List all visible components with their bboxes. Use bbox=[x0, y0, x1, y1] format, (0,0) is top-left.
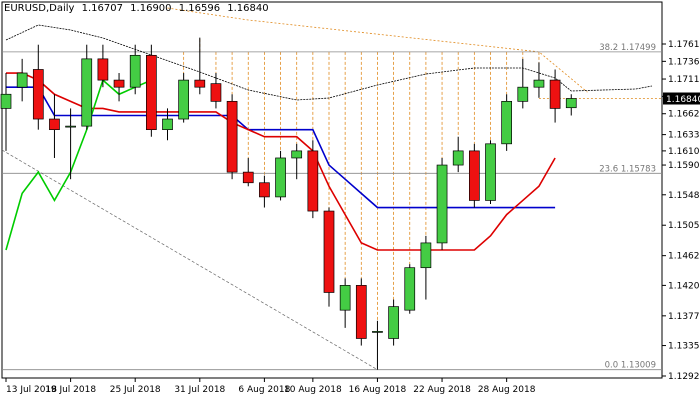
y-tick-label: 1.16625 bbox=[668, 110, 700, 120]
candle-body bbox=[178, 79, 189, 120]
candle-body bbox=[485, 143, 496, 201]
candle-body bbox=[339, 285, 351, 311]
candle-body bbox=[420, 242, 432, 269]
symbol-name: EURUSD,Daily bbox=[4, 3, 75, 14]
y-tick-label: 1.15050 bbox=[668, 221, 700, 231]
candle-body bbox=[565, 98, 577, 109]
candle-body bbox=[146, 54, 157, 131]
candle-body bbox=[275, 157, 286, 198]
y-tick-label: 1.16330 bbox=[668, 131, 700, 141]
y-tick-label: 1.15900 bbox=[668, 161, 700, 171]
candle-body bbox=[97, 58, 109, 81]
candle-body bbox=[0, 93, 12, 109]
candle-body bbox=[194, 79, 206, 88]
y-tick-label: 1.13350 bbox=[668, 342, 700, 352]
x-tick-label: 31 Jul 2018 bbox=[174, 385, 225, 395]
fib-trail-line bbox=[167, 7, 588, 93]
candle-body bbox=[210, 83, 222, 102]
candle-body bbox=[113, 79, 125, 88]
candle-body bbox=[32, 69, 44, 120]
candle-body bbox=[129, 54, 141, 88]
x-tick-label: 13 Jul 2018 bbox=[6, 385, 57, 395]
fib-level-label: 23.6 1.15783 bbox=[599, 164, 656, 174]
candle-body bbox=[242, 171, 254, 184]
y-tick-label: 1.16100 bbox=[668, 147, 700, 157]
candle-body bbox=[388, 306, 399, 339]
open-value: 1.16707 bbox=[81, 3, 123, 14]
x-tick-label: 10 Aug 2018 bbox=[284, 385, 342, 395]
y-tick-label: 1.17365 bbox=[668, 57, 700, 67]
candle-body bbox=[323, 210, 335, 293]
fib-level-label: 38.2 1.17499 bbox=[599, 43, 656, 53]
low-value: 1.16596 bbox=[178, 3, 221, 14]
current-price-badge bbox=[663, 92, 700, 105]
candle-body bbox=[469, 150, 480, 201]
candle-body bbox=[355, 285, 367, 339]
candle-body bbox=[226, 100, 238, 173]
candle-body bbox=[16, 72, 28, 88]
x-tick-label: 16 Aug 2018 bbox=[349, 385, 407, 395]
candle-body bbox=[49, 118, 60, 131]
candle-body bbox=[291, 150, 303, 159]
plot-frame bbox=[1, 1, 663, 379]
candle-body bbox=[81, 58, 93, 127]
trend-line bbox=[1, 149, 378, 371]
candle-body bbox=[533, 79, 545, 88]
candle-body bbox=[307, 150, 319, 212]
y-tick-label: 1.17610 bbox=[668, 40, 700, 50]
candle-body bbox=[549, 79, 561, 109]
cloud-line bbox=[5, 24, 653, 101]
y-tick-label: 1.14620 bbox=[668, 252, 700, 262]
candle-body bbox=[517, 86, 529, 102]
y-tick-label: 1.12920 bbox=[668, 372, 700, 382]
candle-body bbox=[372, 331, 383, 333]
indicator-line-2 bbox=[6, 72, 556, 251]
indicator-line-1 bbox=[6, 86, 556, 209]
candle-body bbox=[452, 150, 464, 166]
candle-body bbox=[404, 267, 416, 311]
y-tick-label: 1.13770 bbox=[668, 312, 700, 322]
current-price-label: 1.16840 bbox=[666, 95, 700, 105]
candle-body bbox=[162, 118, 173, 131]
candle-body bbox=[501, 100, 512, 145]
fib-level-label: 0.0 1.13009 bbox=[605, 361, 656, 371]
x-tick-label: 25 Jul 2018 bbox=[110, 385, 161, 395]
high-value: 1.16900 bbox=[130, 3, 172, 14]
candle-body bbox=[65, 125, 76, 128]
y-tick-label: 1.14200 bbox=[668, 281, 700, 291]
x-tick-label: 22 Aug 2018 bbox=[413, 385, 471, 395]
x-tick-label: 28 Aug 2018 bbox=[478, 385, 536, 395]
symbol-header: EURUSD,Daily 1.16707 1.16900 1.16596 1.1… bbox=[4, 3, 273, 14]
close-value: 1.16840 bbox=[227, 3, 269, 14]
x-tick-label: 6 Aug 2018 bbox=[238, 385, 290, 395]
candle-body bbox=[436, 164, 448, 244]
candle-body bbox=[259, 182, 270, 198]
x-tick-label: 19 Jul 2018 bbox=[45, 385, 96, 395]
indicator-line-3 bbox=[5, 78, 152, 251]
y-tick-label: 1.17115 bbox=[668, 75, 700, 85]
y-tick-label: 1.15480 bbox=[668, 191, 700, 201]
